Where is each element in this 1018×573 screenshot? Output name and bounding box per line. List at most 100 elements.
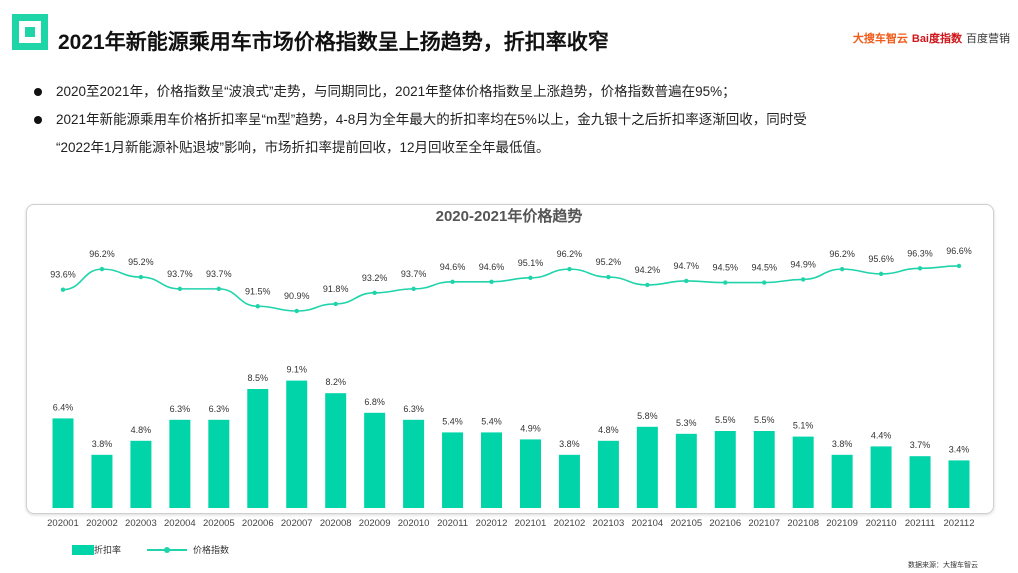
bullet-item: 2020至2021年，价格指数呈“波浪式”走势，与同期同比，2021年整体价格指…	[34, 80, 807, 104]
bar-label: 6.3%	[209, 404, 230, 414]
brand-baidu-marketing: 百度营销	[966, 33, 1010, 45]
x-tick-label: 202106	[709, 518, 741, 529]
bar	[52, 418, 74, 508]
x-tick-label: 202109	[826, 518, 858, 529]
bar-label: 5.8%	[637, 411, 658, 421]
bar	[403, 419, 425, 508]
x-tick-label: 202105	[670, 518, 702, 529]
line-label: 91.5%	[245, 286, 271, 296]
line-point	[333, 301, 338, 307]
bar	[675, 433, 697, 508]
bullet-item: 2021年新能源乘用车价格折扣率呈“m型”趋势，4-8月为全年最大的折扣率均在5…	[34, 108, 807, 132]
chart-title: 2020-2021年价格趋势	[435, 208, 583, 225]
line-point	[372, 290, 377, 296]
line-label: 96.6%	[946, 246, 972, 256]
line-label: 91.8%	[323, 284, 349, 294]
bar-label: 5.5%	[715, 415, 736, 425]
brand-logos: 大搜车智云 Bai度指数 百度营销	[853, 30, 1010, 46]
bar	[442, 432, 464, 508]
bar	[753, 431, 775, 508]
bar	[948, 460, 970, 508]
page-title: 2021年新能源乘用车市场价格指数呈上扬趋势，折扣率收窄	[58, 31, 609, 54]
line-label: 94.7%	[674, 261, 700, 271]
bar	[831, 454, 853, 508]
line-point	[800, 277, 806, 282]
bar-label: 5.4%	[481, 416, 502, 426]
x-tick-label: 202103	[593, 518, 625, 529]
bar-label: 3.4%	[949, 444, 970, 454]
brand-dasouche: 大搜车智云	[852, 33, 908, 45]
bar	[364, 412, 386, 508]
x-tick-label: 202101	[515, 518, 547, 529]
bar	[169, 419, 191, 508]
line-label: 96.2%	[89, 249, 115, 259]
line-label: 94.5%	[751, 263, 777, 273]
legend: 折扣率 价格指数	[72, 543, 229, 556]
x-tick-label: 202012	[476, 518, 508, 529]
bar-label: 4.4%	[871, 430, 892, 440]
line-point	[255, 304, 260, 309]
line-point	[878, 271, 884, 277]
x-tick-label: 202107	[748, 518, 780, 529]
line-label: 94.6%	[479, 262, 505, 272]
x-tick-label: 202005	[203, 518, 235, 529]
bar-label: 6.8%	[364, 397, 385, 407]
bar	[870, 446, 892, 508]
bar	[597, 440, 619, 508]
bullet-dot	[34, 88, 42, 96]
line-label: 95.2%	[128, 257, 154, 267]
bullet-list: 2020至2021年，价格指数呈“波浪式”走势，与同期同比，2021年整体价格指…	[34, 80, 807, 160]
bar	[130, 440, 152, 508]
x-tick-label: 202104	[631, 518, 663, 529]
bar	[208, 419, 230, 508]
line-label: 95.1%	[518, 258, 544, 268]
x-tick-label: 202008	[320, 518, 352, 529]
line-point	[723, 280, 728, 285]
line-point	[917, 266, 923, 271]
legend-line-swatch	[147, 546, 188, 553]
line-label: 94.5%	[712, 263, 738, 273]
line-point	[411, 286, 416, 292]
x-tick-label: 202001	[47, 518, 79, 529]
price-index-line	[62, 265, 960, 312]
line-label: 96.2%	[829, 249, 855, 259]
line-point	[99, 266, 105, 272]
line-label: 96.3%	[907, 248, 933, 258]
line-point	[60, 287, 66, 292]
line-label: 96.2%	[557, 249, 583, 259]
line-point	[956, 263, 962, 269]
legend-line-label: 价格指数	[193, 545, 230, 555]
x-tick-label: 202108	[787, 518, 819, 529]
legend-bar-swatch	[72, 544, 94, 555]
line-point	[138, 274, 144, 280]
line-label: 93.7%	[206, 269, 232, 279]
line-point	[294, 308, 299, 314]
bar-label: 3.8%	[559, 439, 580, 449]
bar	[909, 456, 931, 508]
x-tick-label: 202002	[86, 518, 118, 529]
bar	[325, 393, 347, 508]
line-point	[606, 274, 611, 280]
line-label: 94.9%	[790, 259, 816, 269]
data-source: 数据来源：大搜车智云	[908, 562, 978, 569]
bar	[481, 432, 503, 508]
line-label: 93.7%	[401, 269, 427, 279]
bar-label: 6.4%	[53, 402, 74, 412]
bar	[714, 431, 736, 508]
chart-panel	[26, 204, 994, 514]
bar-label: 8.2%	[325, 377, 346, 387]
bar-label: 3.8%	[92, 439, 113, 449]
x-tick-label: 202112	[944, 518, 975, 529]
bar-label: 4.9%	[520, 423, 541, 433]
line-point	[177, 286, 183, 292]
line-point	[684, 278, 689, 284]
line-label: 94.6%	[440, 262, 466, 272]
bar-label: 4.8%	[598, 425, 619, 435]
bullet-dot	[34, 116, 42, 124]
x-tick-label: 202011	[437, 518, 468, 529]
x-tick-label: 202006	[242, 518, 274, 529]
line-point	[645, 282, 650, 288]
line-point	[489, 279, 494, 284]
line-point	[528, 275, 533, 281]
